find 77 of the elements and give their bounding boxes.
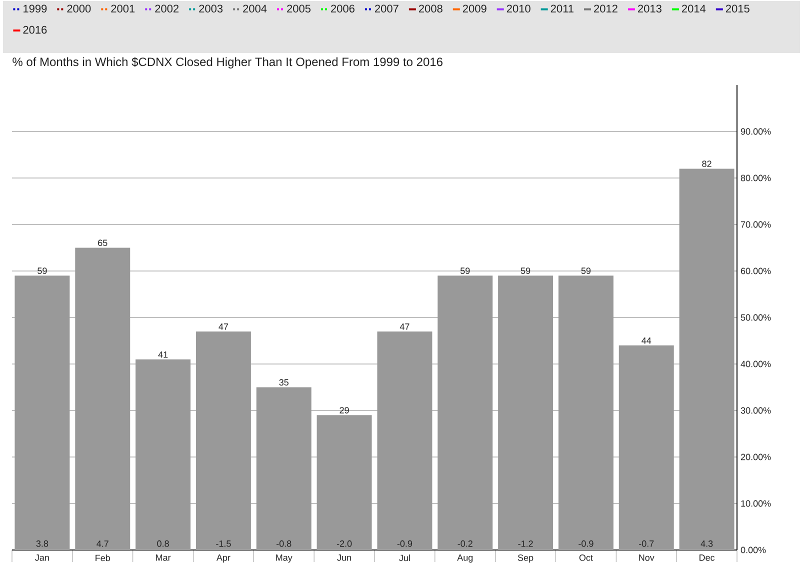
bar [75, 248, 130, 550]
data-label: 35 [279, 379, 289, 386]
annotation: 4.7 [96, 540, 108, 547]
data-label: 65 [98, 240, 108, 246]
x-tick-label: Jul [399, 554, 410, 562]
x-tick-label: Jun [337, 554, 351, 561]
x-tick-label: Mar [156, 554, 171, 561]
data-label: 59 [460, 268, 470, 274]
chart-title: % of Months in Which $CDNX Closed Higher Than It Opened From 1999 to 2016 [12, 57, 442, 68]
legend-label: 1999 [24, 4, 47, 13]
legend-label: 2010 [506, 4, 530, 13]
legend-label: 2001 [111, 4, 135, 13]
y-tick-label: 20.00% [740, 454, 771, 460]
bar [498, 276, 554, 550]
data-label: 29 [340, 407, 349, 414]
annotation: 4.3 [700, 540, 713, 547]
x-tick-label: Dec [700, 554, 715, 561]
annotation: -1.5 [216, 540, 231, 547]
annotation: 3.8 [36, 540, 48, 547]
bar [136, 359, 191, 550]
annotation: -0.8 [276, 540, 292, 547]
bar [256, 387, 312, 550]
x-tick-label: Nov [639, 554, 654, 561]
bar [377, 331, 432, 550]
data-label: 59 [581, 268, 591, 274]
x-tick-label: May [276, 554, 292, 563]
data-label: 59 [520, 268, 530, 274]
legend-label: 2005 [287, 4, 311, 13]
legend-label: 2003 [199, 4, 223, 13]
annotation: -0.7 [639, 540, 654, 547]
y-tick-label: 30.00% [740, 407, 771, 414]
data-label: 47 [400, 324, 410, 330]
annotation: -2.0 [336, 540, 352, 547]
legend-label: 2006 [331, 4, 354, 13]
annotation: -0.9 [578, 540, 594, 547]
bar [558, 276, 614, 550]
bar [14, 276, 70, 550]
legend-label: 2011 [550, 4, 574, 13]
y-tick-label: 60.00% [740, 268, 771, 274]
data-label: 44 [642, 338, 652, 344]
bar [438, 276, 493, 550]
x-tick-label: Oct [579, 554, 593, 561]
y-tick-label: 0.00% [740, 546, 766, 554]
legend-label: 2007 [375, 4, 398, 13]
x-tick-label: Feb [96, 554, 110, 562]
data-label: 47 [218, 324, 228, 330]
annotation: -1.2 [518, 540, 533, 547]
y-tick-label: 80.00% [740, 174, 771, 182]
legend-label: 2004 [243, 4, 267, 13]
legend-label: 2014 [682, 4, 706, 13]
x-tick-label: Apr [216, 554, 230, 563]
y-tick-label: 70.00% [740, 221, 771, 228]
y-tick-label: 90.00% [740, 128, 771, 135]
data-label: 59 [38, 268, 47, 274]
y-tick-label: 40.00% [740, 360, 771, 368]
x-tick-label: Aug [457, 554, 473, 563]
annotation: -0.9 [397, 540, 412, 547]
x-tick-label: Jan [35, 554, 49, 561]
bar [679, 168, 734, 550]
legend-label: 2008 [418, 4, 442, 13]
legend-label: 2013 [638, 4, 662, 13]
legend-label: 2016 [23, 26, 47, 34]
bar [316, 415, 372, 550]
annotation: -0.2 [458, 540, 472, 547]
data-label: 82 [702, 160, 712, 167]
y-tick-label: 50.00% [740, 314, 771, 321]
legend-label: 2009 [462, 4, 486, 13]
legend-label: 2002 [155, 4, 179, 13]
y-tick-label: 10.00% [741, 500, 771, 507]
legend-label: 2012 [594, 4, 618, 13]
bar [196, 331, 251, 550]
bar [618, 345, 674, 550]
legend-label: 2015 [726, 4, 750, 13]
x-tick-label: Sep [518, 554, 534, 563]
legend-label: 2000 [67, 4, 91, 13]
data-label: 41 [158, 351, 168, 358]
annotation: 0.8 [157, 540, 169, 547]
